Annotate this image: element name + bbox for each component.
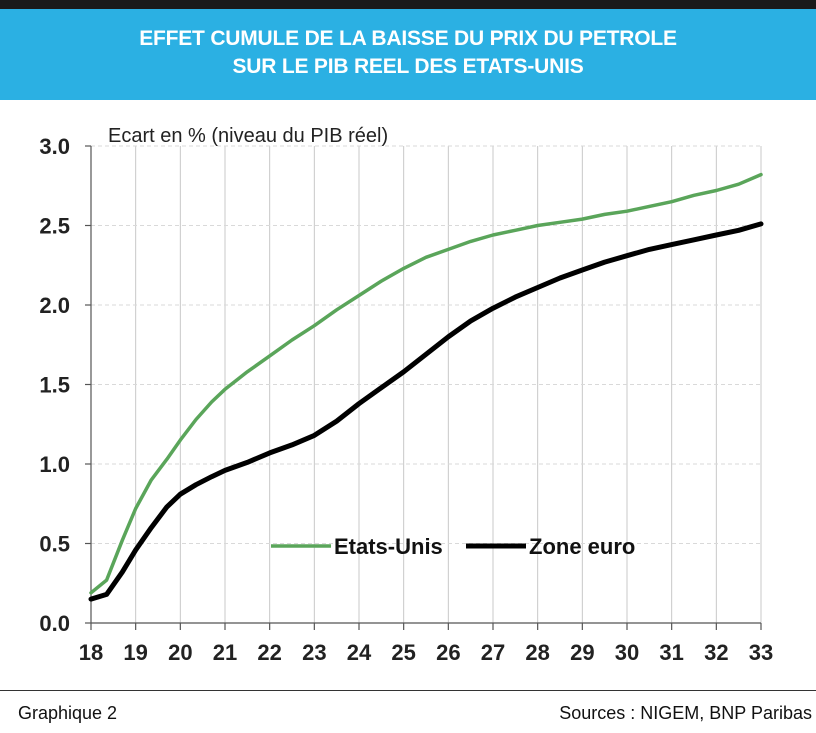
legend-label-zone-euro: Zone euro <box>529 534 635 559</box>
chart-title-line-2: SUR LE PIB REEL DES ETATS-UNIS <box>232 55 584 78</box>
x-tick-label: 25 <box>391 640 415 665</box>
y-tick-label: 2.5 <box>39 214 70 239</box>
x-tick-label: 31 <box>659 640 683 665</box>
x-tick-label: 26 <box>436 640 460 665</box>
legend: Etats-Unis Zone euro <box>271 534 635 559</box>
x-tick-label: 29 <box>570 640 594 665</box>
series-line-etats-unis <box>89 172 763 595</box>
x-tick-label: 32 <box>704 640 728 665</box>
x-tick-label: 30 <box>615 640 639 665</box>
chart-title-line-1: EFFET CUMULE DE LA BAISSE DU PRIX DU PET… <box>139 27 677 50</box>
x-tick-label: 24 <box>347 640 372 665</box>
title-banner: EFFET CUMULE DE LA BAISSE DU PRIX DU PET… <box>0 9 816 100</box>
y-tick-label: 1.0 <box>39 452 70 477</box>
y-tick-label: 1.5 <box>39 373 70 398</box>
y-tick-label: 2.0 <box>39 293 70 318</box>
footer-divider <box>0 690 816 691</box>
x-tick-label: 22 <box>257 640 281 665</box>
x-tick-label: 21 <box>213 640 237 665</box>
top-rule <box>0 0 816 9</box>
y-tick-label: 0.5 <box>39 532 70 557</box>
line-chart: 0.0 0.5 1.0 1.5 2.0 2.5 3.0 18 19 20 21 22 23 24 25 26 2… <box>39 125 773 665</box>
figure-label: Graphique 2 <box>18 703 118 723</box>
x-tick-label: 27 <box>481 640 505 665</box>
sources-note: Sources : NIGEM, BNP Paribas <box>559 703 812 723</box>
x-tick-label: 19 <box>123 640 147 665</box>
x-tick-label: 20 <box>168 640 192 665</box>
legend-label-etats-unis: Etats-Unis <box>334 534 443 559</box>
x-tick-label: 28 <box>525 640 549 665</box>
y-tick-label: 3.0 <box>39 134 70 159</box>
y-tick-label: 0.0 <box>39 611 70 636</box>
series-line-zone-euro <box>88 221 764 602</box>
y-axis-label: Ecart en % (niveau du PIB réel) <box>108 125 388 147</box>
x-tick-label: 23 <box>302 640 326 665</box>
x-tick-label: 18 <box>79 640 103 665</box>
x-tick-label: 33 <box>749 640 773 665</box>
grid <box>91 145 762 623</box>
series <box>88 172 764 602</box>
axes: 0.0 0.5 1.0 1.5 2.0 2.5 3.0 18 19 20 21 22 23 24 25 26 2… <box>39 134 773 665</box>
